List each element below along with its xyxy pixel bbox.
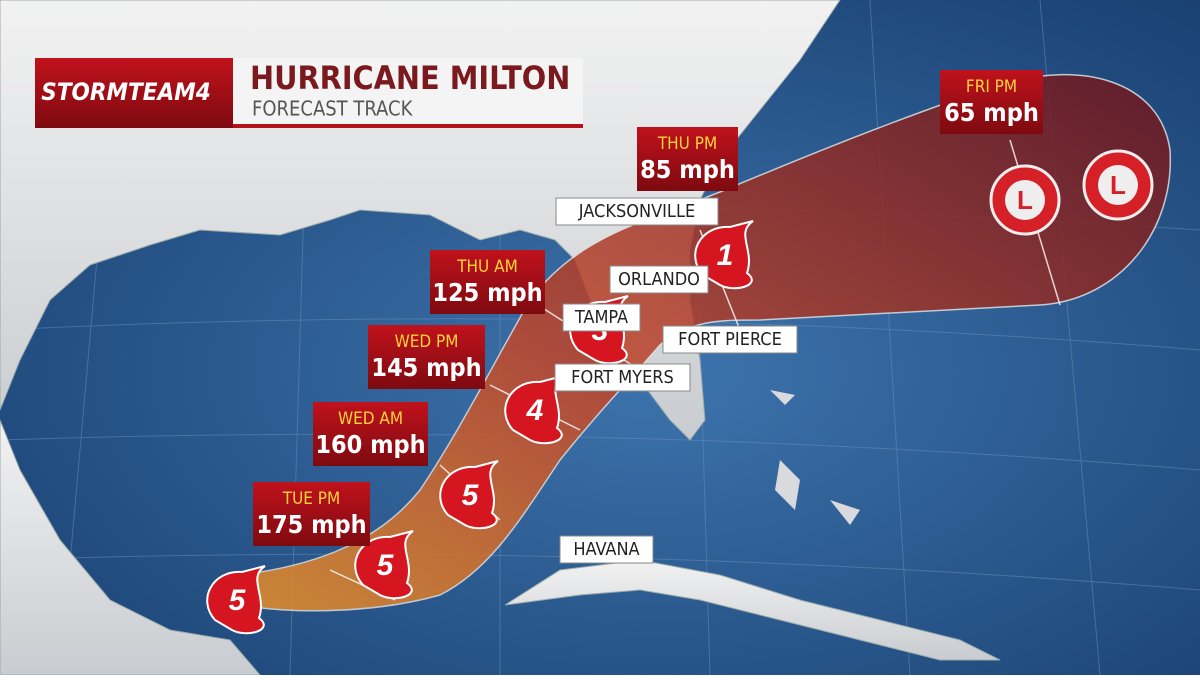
forecast-wind: 175 mph [256,510,366,539]
storm-icon [439,460,499,530]
low-inner [1098,165,1138,205]
city-name: FORT MYERS [571,367,674,388]
storm-category: 5 [462,479,480,512]
storm-icon [504,375,564,445]
forecast-time: THU AM [456,257,518,277]
storm-category: 5 [229,584,247,617]
low-symbol: L [1110,170,1126,200]
forecast-box [313,402,428,466]
land-bahamas [770,390,860,525]
title-box [233,58,583,128]
forecast-time: WED PM [395,332,459,352]
forecast-time: WED AM [338,409,403,429]
storm-icon [694,220,754,290]
city-name: ORLANDO [618,269,700,290]
brand-box [35,58,233,128]
forecast-time: TUE PM [282,489,340,509]
city-name: TAMPA [574,307,628,328]
forecast-box [940,70,1043,134]
storm-category: 4 [526,394,544,427]
subtitle: FORECAST TRACK [252,97,414,121]
forecast-wind: 85 mph [640,155,735,184]
city-box [559,535,654,564]
forecast-box [253,482,370,546]
storm-icon [354,530,414,600]
forecast-box [368,325,485,389]
forecast-box [430,250,545,314]
forecast-box [637,127,738,191]
storm-category: 1 [717,239,734,272]
storm-category: 5 [377,549,395,582]
city-box [662,325,798,354]
title: HURRICANE MILTON [250,59,570,97]
brand: STORMTEAM4 [41,78,210,106]
forecast-wind: 160 mph [315,430,425,459]
low-symbol: L [1017,185,1033,215]
forecast-wind: 65 mph [944,98,1039,127]
low-inner [1005,180,1045,220]
city-box [554,363,691,392]
storm-icon [206,565,266,635]
city-name: HAVANA [573,539,639,560]
forecast-time: THU PM [657,134,717,154]
city-box [609,265,709,294]
forecast-time: FRI PM [966,77,1017,97]
city-box [562,303,641,332]
title-underline [233,124,583,128]
land-cuba [504,559,1001,661]
city-name: JACKSONVILLE [578,201,695,222]
forecast-wind: 145 mph [371,353,481,382]
forecast-wind: 125 mph [432,278,542,307]
city-name: FORT PIERCE [678,329,782,350]
city-box [555,197,719,226]
